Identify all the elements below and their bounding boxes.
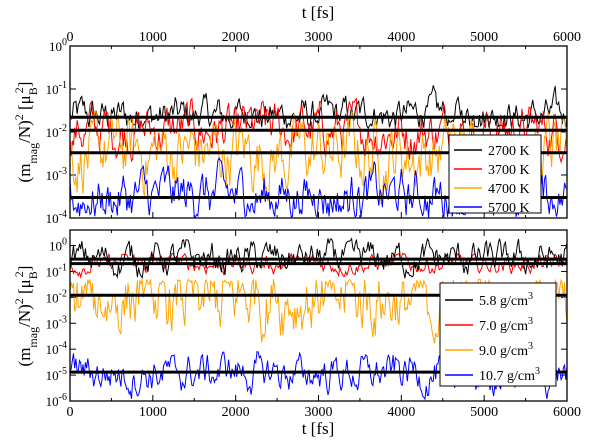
y-tick-label: 100 <box>49 37 67 54</box>
y-tick-label: 10-3 <box>46 314 67 331</box>
legend-label: 2700 K <box>488 144 530 159</box>
legend-label: 5.8 g/cm3 <box>479 291 533 309</box>
y-tick-label: 10-3 <box>46 166 67 183</box>
bottom-x-axis-label: t [fs] <box>302 419 335 438</box>
y-tick-label: 10-1 <box>46 80 67 97</box>
y-tick-label: 10-6 <box>46 392 67 409</box>
x-tick-label: 0 <box>67 30 74 45</box>
legend-label: 3700 K <box>488 163 530 178</box>
x-tick-label: 2000 <box>222 30 250 45</box>
bottom-x-ticks: 0 1000 2000 3000 4000 5000 6000 <box>67 230 581 420</box>
x-tick-label: 4000 <box>387 30 415 45</box>
top-plot-frame <box>69 45 568 219</box>
legend-label: 9.0 g/cm3 <box>479 341 533 359</box>
x-tick-label: 6000 <box>553 30 581 45</box>
x-tick-label: 5000 <box>470 405 498 420</box>
x-tick-label: 0 <box>67 405 74 420</box>
top-x-ticks: 0 1000 2000 3000 4000 5000 6000 <box>67 30 581 218</box>
x-tick-label: 3000 <box>305 405 333 420</box>
y-tick-label: 10-2 <box>46 123 67 140</box>
top-legend-box <box>448 134 542 214</box>
legend-label: 5700 K <box>488 201 530 216</box>
x-tick-label: 5000 <box>470 30 498 45</box>
bottom-y-ticks: 10-6 10-5 10-4 10-3 10-2 10-1 100 <box>46 237 567 409</box>
x-tick-label: 4000 <box>387 405 415 420</box>
x-tick-label: 1000 <box>139 30 167 45</box>
legend-label: 4700 K <box>488 182 530 197</box>
y-tick-label: 10-4 <box>46 340 67 357</box>
x-tick-label: 2000 <box>222 405 250 420</box>
x-tick-label: 1000 <box>139 405 167 420</box>
legend-label: 10.7 g/cm3 <box>479 366 540 384</box>
x-tick-label: 3000 <box>305 30 333 45</box>
bottom-plot-frame <box>69 229 568 402</box>
y-tick-label: 10-1 <box>46 262 67 279</box>
bottom-panel: 0 1000 2000 3000 4000 5000 6000 10-610-510-410… <box>12 229 581 438</box>
bottom-y-axis-label: (mmag/N)2 [μB2] <box>12 266 40 367</box>
series-line <box>69 85 568 130</box>
y-tick-label: 10-5 <box>46 366 67 383</box>
x-tick-label: 6000 <box>553 405 581 420</box>
y-tick-label: 100 <box>49 237 67 254</box>
top-x-axis-label: t [fs] <box>302 3 335 22</box>
y-tick-label: 10-4 <box>46 209 67 226</box>
top-legend: 2700 K 3700 K 4700 K 5700 K <box>448 134 542 216</box>
y-tick-label: 10-2 <box>46 288 67 305</box>
top-panel: t [fs] 0 1000 2000 3000 4000 5000 6000 10-4 10-… <box>12 3 581 226</box>
legend-label: 7.0 g/cm3 <box>479 316 533 334</box>
top-y-axis-label: (mmag/N)2 [μB2] <box>12 82 40 183</box>
bottom-legend: 5.8 g/cm3 7.0 g/cm3 9.0 g/cm3 10.7 g/cm3 <box>439 282 557 387</box>
